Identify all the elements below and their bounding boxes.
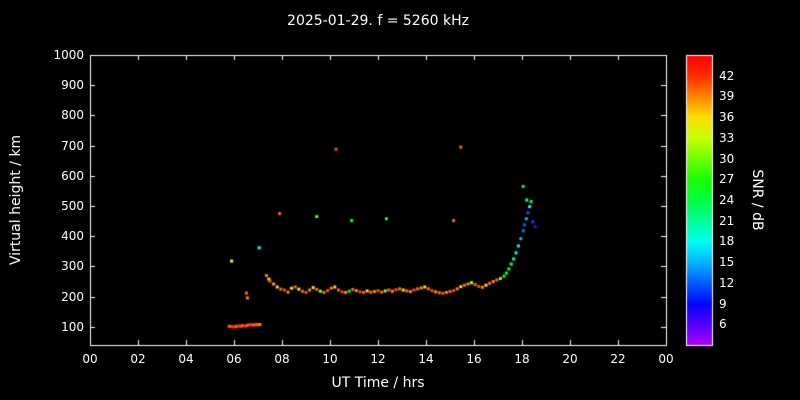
- colorbar-tick-label: 24: [719, 193, 735, 207]
- colorbar-tick-label: 18: [719, 234, 735, 249]
- x-tick-label: 22: [610, 352, 626, 366]
- colorbar-tick-label: 12: [719, 275, 735, 290]
- y-tick-label: 400: [61, 229, 84, 244]
- colorbar-tick-label: 21: [719, 213, 735, 228]
- x-tick-label: 08: [274, 352, 290, 366]
- x-axis-label: UT Time / hrs: [331, 375, 425, 391]
- y-axis-label: Virtual height / km: [8, 134, 24, 266]
- colorbar-tick-label: 36: [719, 110, 735, 125]
- colorbar-tick-label: 39: [719, 89, 735, 104]
- y-tick-label: 1000: [53, 48, 84, 62]
- colorbar-tick-label: 30: [719, 151, 735, 166]
- y-tick-label: 100: [61, 319, 84, 334]
- y-tick-label: 900: [61, 78, 84, 93]
- x-tick-label: 12: [370, 352, 386, 366]
- chart-title: 2025-01-29. f = 5260 kHz: [287, 13, 469, 29]
- y-tick-label: 700: [61, 138, 84, 153]
- x-tick-label: 04: [178, 352, 194, 366]
- x-tick-label: 00: [658, 352, 674, 366]
- x-tick-label: 10: [322, 352, 338, 366]
- y-tick-label: 800: [61, 108, 84, 123]
- y-tick-label: 600: [61, 168, 84, 183]
- colorbar-label: SNR / dB: [749, 169, 765, 231]
- x-tick-label: 20: [562, 352, 578, 366]
- x-tick-label: 02: [130, 352, 146, 366]
- y-tick-label: 200: [61, 289, 84, 304]
- colorbar-tick-label: 42: [719, 68, 735, 83]
- x-tick-label: 00: [82, 352, 98, 366]
- x-tick-label: 06: [226, 352, 242, 366]
- x-tick-label: 14: [418, 352, 434, 366]
- colorbar-tick-label: 6: [719, 317, 727, 332]
- y-tick-label: 500: [61, 199, 84, 214]
- y-tick-label: 300: [61, 259, 84, 274]
- colorbar-tick-label: 33: [719, 130, 735, 145]
- colorbar-tick-label: 27: [719, 172, 735, 187]
- x-tick-label: 16: [466, 352, 482, 366]
- colorbar-tick-label: 15: [719, 255, 735, 270]
- x-tick-label: 18: [514, 352, 530, 366]
- colorbar-tick-label: 9: [719, 296, 727, 311]
